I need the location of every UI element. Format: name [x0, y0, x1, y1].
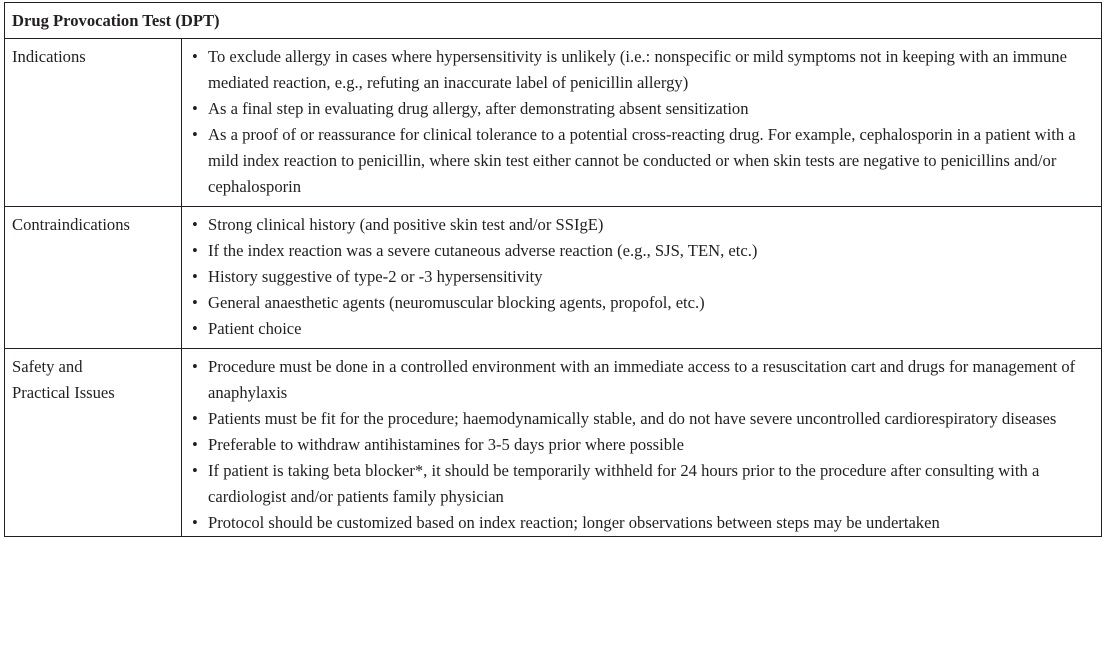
list-item: History suggestive of type-2 or -3 hyper…	[192, 264, 1095, 290]
table-header-row: Drug Provocation Test (DPT)	[4, 2, 1102, 39]
contraindications-list: Strong clinical history (and positive sk…	[192, 212, 1095, 342]
row-content-safety: Procedure must be done in a controlled e…	[181, 348, 1102, 537]
list-item: Strong clinical history (and positive sk…	[192, 212, 1095, 238]
list-item: Patients must be fit for the procedure; …	[192, 406, 1095, 432]
indications-list: To exclude allergy in cases where hypers…	[192, 44, 1095, 200]
table-row-contraindications: Contraindications Strong clinical histor…	[4, 206, 1102, 349]
row-label-contraindications: Contraindications	[4, 206, 182, 349]
list-item: Preferable to withdraw antihistamines fo…	[192, 432, 1095, 458]
list-item: As a proof of or reassurance for clinica…	[192, 122, 1095, 200]
dpt-table: Drug Provocation Test (DPT) Indications …	[4, 2, 1102, 537]
list-item: If the index reaction was a severe cutan…	[192, 238, 1095, 264]
row-label-safety-line2: Practical Issues	[12, 383, 115, 402]
list-item: To exclude allergy in cases where hypers…	[192, 44, 1095, 96]
row-label-safety: Safety and Practical Issues	[4, 348, 182, 537]
list-item: Patient choice	[192, 316, 1095, 342]
row-label-indications: Indications	[4, 38, 182, 207]
list-item: If patient is taking beta blocker*, it s…	[192, 458, 1095, 510]
list-item: As a final step in evaluating drug aller…	[192, 96, 1095, 122]
list-item: General anaesthetic agents (neuromuscula…	[192, 290, 1095, 316]
table-row-indications: Indications To exclude allergy in cases …	[4, 38, 1102, 207]
list-item: Protocol should be customized based on i…	[192, 510, 1095, 536]
table-title: Drug Provocation Test (DPT)	[4, 2, 1102, 39]
safety-list: Procedure must be done in a controlled e…	[192, 354, 1095, 536]
row-content-indications: To exclude allergy in cases where hypers…	[181, 38, 1102, 207]
row-content-contraindications: Strong clinical history (and positive sk…	[181, 206, 1102, 349]
list-item: Procedure must be done in a controlled e…	[192, 354, 1095, 406]
row-label-safety-line1: Safety and	[12, 357, 83, 376]
table-row-safety: Safety and Practical Issues Procedure mu…	[4, 348, 1102, 537]
